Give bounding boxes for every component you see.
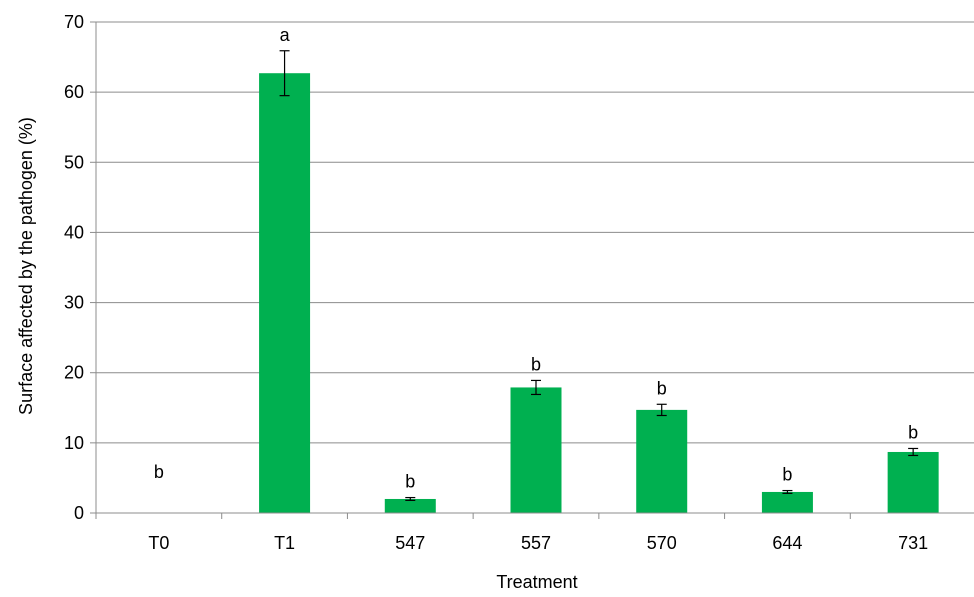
y-axis-title: Surface affected by the pathogen (%) — [16, 117, 36, 415]
significance-label-570: b — [657, 378, 667, 398]
category-label-644: 644 — [772, 533, 802, 553]
x-axis-title: Treatment — [496, 572, 577, 592]
error-bar-731 — [908, 447, 919, 457]
bar-557 — [510, 387, 562, 513]
significance-label-557: b — [531, 354, 541, 374]
category-label-570: 570 — [647, 533, 677, 553]
category-label-547: 547 — [395, 533, 425, 553]
bar-644 — [761, 491, 813, 513]
y-tick-label-60: 60 — [64, 82, 84, 102]
category-label-731: 731 — [898, 533, 928, 553]
grid-lines — [96, 21, 974, 444]
significance-label-644: b — [782, 465, 792, 485]
category-label-557: 557 — [521, 533, 551, 553]
significance-label-T1: a — [280, 25, 291, 45]
y-tick-label-50: 50 — [64, 152, 84, 172]
error-bar-644 — [782, 489, 793, 494]
labels: 0 10 20 30 40 50 60 70 b T0 a T1 b 547 b 557 b 570 b 644 b 73… — [64, 12, 928, 553]
y-tick-label-70: 70 — [64, 12, 84, 32]
bars — [259, 73, 939, 513]
error-bar-547 — [405, 496, 416, 501]
error-bar-T1 — [279, 50, 290, 97]
category-label-T1: T1 — [274, 533, 295, 553]
error-bar-557 — [531, 379, 541, 396]
bar-731 — [887, 451, 939, 513]
y-tick-label-30: 30 — [64, 293, 84, 313]
significance-label-T0: b — [154, 462, 164, 482]
error-bars — [279, 50, 919, 501]
category-label-T0: T0 — [148, 533, 169, 553]
bar-570 — [636, 409, 688, 513]
y-tick-label-40: 40 — [64, 222, 84, 242]
y-tick-label-20: 20 — [64, 363, 84, 383]
error-bar-570 — [656, 403, 667, 417]
axes — [90, 21, 974, 519]
y-tick-label-0: 0 — [74, 503, 84, 523]
y-tick-label-10: 10 — [64, 433, 84, 453]
significance-label-731: b — [908, 422, 918, 442]
significance-label-547: b — [405, 472, 415, 492]
bar-T1 — [259, 73, 311, 513]
bar-547 — [384, 498, 436, 513]
